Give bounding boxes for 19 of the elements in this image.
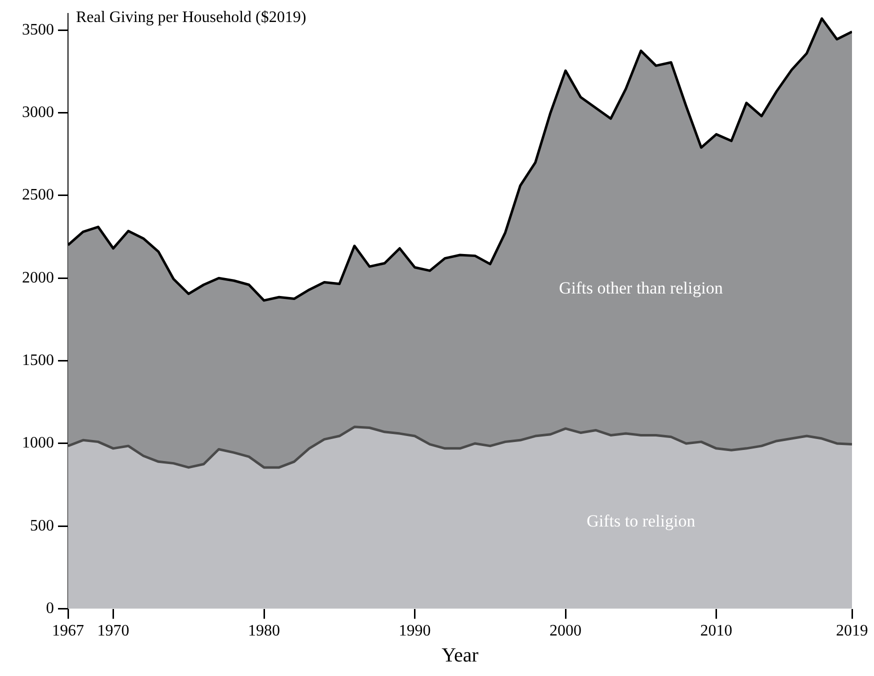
y-tick-label: 500 — [30, 517, 54, 534]
x-tick-label: 1990 — [398, 622, 431, 640]
x-tick-label: 2019 — [836, 622, 868, 640]
series-label: Gifts other than religion — [559, 278, 724, 298]
x-axis-title: Year — [442, 644, 479, 666]
x-tick-label: 2010 — [700, 622, 732, 640]
y-tick-label: 2500 — [22, 186, 54, 204]
series-label: Gifts to religion — [586, 511, 696, 530]
y-tick-label: 0 — [46, 600, 54, 618]
y-tick-label: 3500 — [22, 21, 54, 38]
x-tick-label: 1970 — [97, 622, 130, 640]
y-tick-label: 1000 — [22, 434, 54, 452]
y-tick-label: 2000 — [22, 269, 54, 286]
y-tick-label: 1500 — [22, 352, 54, 370]
x-tick-label: 2000 — [550, 622, 582, 640]
x-tick-label: 1980 — [248, 622, 280, 640]
x-tick-label: 1967 — [52, 622, 84, 640]
y-tick-label: 3000 — [22, 104, 54, 122]
chart-title: Real Giving per Household ($2019) — [76, 9, 306, 26]
